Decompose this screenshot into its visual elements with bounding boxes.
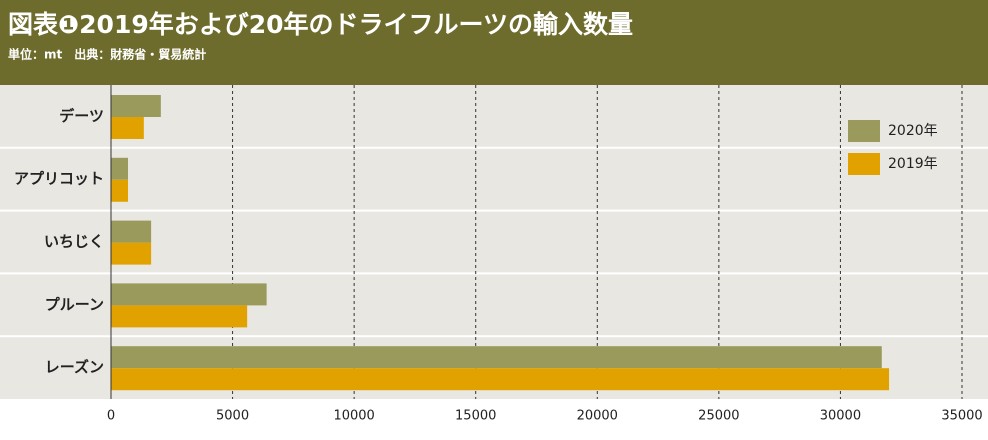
bar xyxy=(111,283,267,306)
y-tick-label: プルーン xyxy=(45,295,104,313)
header xyxy=(0,0,988,85)
x-tick-label: 20000 xyxy=(577,409,618,424)
x-tick-label: 5000 xyxy=(216,409,249,424)
y-tick-label: いちじく xyxy=(44,233,104,251)
bar xyxy=(111,368,890,391)
bar xyxy=(111,179,129,202)
bar xyxy=(111,305,248,328)
x-tick-label: 25000 xyxy=(698,409,739,424)
bar xyxy=(111,95,161,117)
y-tick-label: アプリコット xyxy=(14,170,104,188)
bar xyxy=(111,220,152,243)
bar xyxy=(111,242,152,265)
x-tick-label: 15000 xyxy=(455,409,496,424)
legend-label: 2020年 xyxy=(888,123,938,139)
x-tick-label: 30000 xyxy=(820,409,861,424)
bar xyxy=(111,117,144,139)
plot: 0 5000 10000 15000 20000 25000 30000 35000 デーツアプ… xyxy=(0,85,988,424)
x-tick-label: 0 xyxy=(107,409,115,424)
x-tick-label: 10000 xyxy=(333,409,374,424)
bar xyxy=(111,157,129,180)
chart-subtitle: 単位：mt 出典：財務省・貿易統計 xyxy=(8,47,206,62)
y-tick-label: レーズン xyxy=(45,358,104,376)
legend-swatch xyxy=(848,120,880,142)
legend-label: 2019年 xyxy=(888,156,938,172)
y-tick-label: デーツ xyxy=(59,107,104,125)
bar xyxy=(111,346,882,369)
x-tick-label: 35000 xyxy=(941,409,982,424)
legend-swatch xyxy=(848,153,880,175)
chart-title: 図表❶2019年および20年のドライフルーツの輸入数量 xyxy=(8,10,633,39)
